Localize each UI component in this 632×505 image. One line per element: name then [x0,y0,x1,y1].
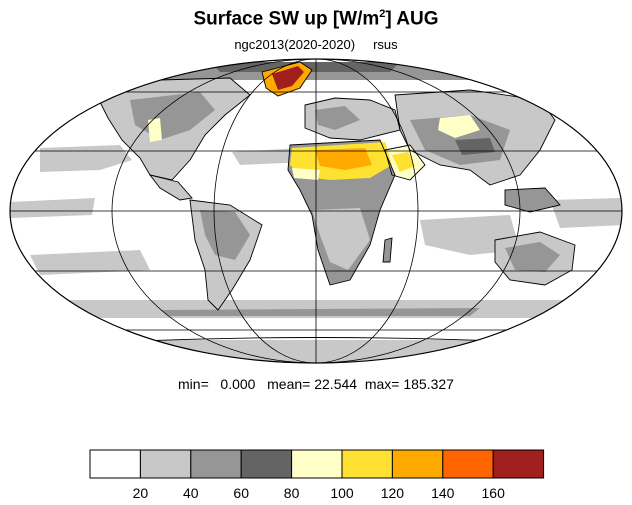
madagascar [383,238,392,262]
colorbar-tick-label: 20 [133,485,149,501]
colorbar-boxes [89,449,545,479]
mean-label: mean= [267,376,311,392]
colorbar-tick-label: 160 [482,485,506,501]
colorbar-box [492,449,545,479]
central-asia-yellow [438,115,480,138]
colorbar-labels: 20 40 60 80 100 120 140 160 [133,485,505,501]
south-america-dark [200,210,250,260]
colorbar-box [190,449,242,479]
ocean-band-east-pacific [550,198,622,228]
central-america [150,175,192,200]
map-title: Surface SW up [W/m2] AUG [193,8,439,30]
europe-dark [315,106,360,130]
colorbar-box [391,449,444,479]
colorbar-tick-label: 80 [284,485,300,501]
field-statistics: min= 0.000 mean= 22.544 max= 185.327 [0,376,632,392]
colorbar-box [442,449,494,479]
tibet-dark [455,138,495,155]
colorbar-box [291,449,343,479]
colorbar-box [139,449,192,479]
globe-outline [9,58,623,364]
meridian-60 [213,59,419,363]
ocean-band-north-atlantic [232,148,305,165]
ocean-band-tropical-atlantic [10,198,95,218]
colorbar-tick-label: 140 [431,485,455,501]
map-subtitle: ngc2013(2020-2020) rsus [234,37,398,52]
max-value: 185.327 [403,376,454,392]
new-zealand [588,280,598,300]
mollweide-world-map [9,58,623,364]
ocean-band-south-pacific [30,250,150,275]
greenland-core [272,66,304,90]
arabia-gold [392,152,415,172]
sahara-orange [315,148,372,170]
meridian-120 [111,59,521,363]
colorbar-box [240,449,293,479]
min-label: min= [178,376,209,392]
antarctica-rim [30,340,600,363]
colorbar-box [89,449,141,479]
mean-value: 22.544 [314,376,358,392]
north-america-yellow [148,118,162,142]
colorbar-tick-label: 40 [183,485,199,501]
australia-dark [505,242,560,272]
ocean-band-north-pacific [40,145,132,172]
sahara-edge [292,168,320,180]
southern-ocean-band-inner [160,308,480,316]
colorbar-tick-label: 60 [233,485,249,501]
colorbar-box [341,449,393,479]
min-value: 0.000 [220,376,256,392]
graticule [10,59,622,363]
colorbar: 20 40 60 80 100 120 140 160 [89,449,545,501]
colorbar-tick-label: 120 [381,485,405,501]
max-label: max= [364,376,400,392]
africa-light [312,208,370,270]
colorbar-tick-label: 100 [330,485,354,501]
